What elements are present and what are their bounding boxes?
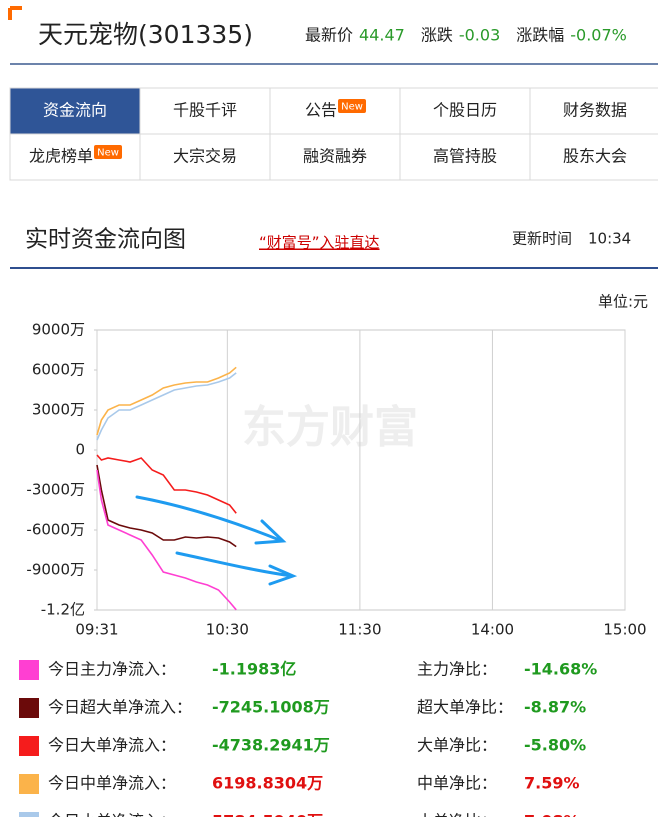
y-tick-label: -1.2亿 — [41, 601, 85, 619]
quote-value: -0.03 — [459, 26, 500, 45]
arrow-line — [135, 495, 284, 543]
ratio-label: 大单净比： — [417, 736, 497, 755]
x-tick-label: 15:00 — [603, 621, 646, 639]
legend-label: 今日中单净流入： — [48, 774, 176, 793]
section-link[interactable]: “财富号”入驻直达 — [259, 234, 380, 252]
series-line — [96, 454, 237, 514]
tab[interactable] — [269, 133, 401, 181]
new-badge — [94, 145, 123, 159]
y-tick-label: -6000万 — [26, 521, 85, 539]
plot-frame — [96, 329, 626, 611]
series-line — [96, 372, 237, 441]
tab[interactable] — [529, 87, 658, 135]
update-time: 10:34 — [588, 230, 631, 248]
ratio-value: -5.80% — [524, 736, 586, 755]
tab-label: 资金流向 — [43, 101, 107, 120]
x-tick-label: 14:00 — [471, 621, 514, 639]
new-badge-text: New — [97, 148, 119, 159]
ratio-value: 7.08% — [524, 812, 580, 817]
quote-label: 涨跌 — [421, 26, 453, 45]
y-tick-label: 6000万 — [32, 361, 85, 379]
arrow-head — [268, 564, 298, 586]
stock-title: 天元宠物(301335) — [38, 20, 253, 49]
plot: 9000万 6000万 3000万 0 -3000万 -6000万 -9000万 -1.2亿 0… — [26, 321, 646, 639]
legend-swatch — [19, 774, 39, 794]
x-tick-label: 09:31 — [75, 621, 118, 639]
ratio-value: 7.59% — [524, 774, 580, 793]
y-tick-label: 3000万 — [32, 401, 85, 419]
tab[interactable] — [9, 87, 141, 135]
flow-total: -1.1983亿 — [212, 660, 296, 679]
legend-label: 今日小单净流入： — [48, 812, 176, 817]
tab-label: 龙虎榜单 — [29, 147, 93, 166]
arrow-line — [175, 551, 294, 578]
tab-label: 公告 — [305, 101, 337, 120]
quote-value: -0.07% — [570, 26, 627, 45]
legend-label: 今日主力净流入： — [48, 660, 176, 679]
tab[interactable] — [269, 87, 401, 135]
tab-label: 股东大会 — [563, 147, 627, 166]
ratio-value: -14.68% — [524, 660, 597, 679]
tab[interactable] — [139, 87, 271, 135]
ratio-label: 中单净比： — [417, 774, 497, 793]
quote-label: 涨跌幅 — [516, 26, 564, 45]
tab-label: 高管持股 — [433, 147, 497, 166]
legend-swatch — [19, 736, 39, 756]
y-tick-label: -9000万 — [26, 561, 85, 579]
hand-arrows — [135, 495, 298, 586]
x-tick-label: 11:30 — [338, 621, 381, 639]
ratio-label: 主力净比： — [417, 660, 497, 679]
series-line — [96, 366, 237, 436]
legend-swatch — [19, 812, 39, 817]
tab-label: 千股千评 — [173, 101, 237, 120]
x-tick-label: 10:30 — [206, 621, 249, 639]
tab[interactable] — [529, 133, 658, 181]
legend-label: 今日超大单净流入： — [48, 698, 192, 717]
tab-label: 个股日历 — [433, 101, 497, 120]
ratio-label: 超大单净比： — [417, 698, 513, 717]
legend-swatch — [19, 698, 39, 718]
section-title: 实时资金流向图 — [25, 227, 186, 253]
series-line — [96, 469, 237, 611]
series-line — [96, 464, 237, 548]
legend-label: 今日大单净流入： — [48, 736, 176, 755]
quote-label: 最新价 — [305, 26, 353, 45]
y-tick-label: -3000万 — [26, 481, 85, 499]
flow-total: 5784.5940万 — [212, 812, 323, 817]
tab-label: 大宗交易 — [173, 147, 237, 166]
y-tick-label: 9000万 — [32, 321, 85, 339]
ratio-value: -8.87% — [524, 698, 586, 717]
new-badge — [338, 99, 367, 113]
tab-label: 财务数据 — [563, 101, 627, 120]
new-badge-text: New — [341, 102, 363, 113]
unit-label: 单位:元 — [598, 293, 648, 311]
flow-total: -4738.2941万 — [212, 736, 330, 755]
update-label: 更新时间 — [512, 230, 572, 248]
flow-total: -7245.1008万 — [212, 698, 330, 717]
ratio-label: 小单净比： — [417, 812, 497, 817]
quote-value: 44.47 — [359, 26, 405, 45]
tab-label: 融资融券 — [303, 147, 367, 166]
watermark: 东方财富 — [242, 402, 418, 453]
tab[interactable] — [139, 133, 271, 181]
arrow-head — [254, 519, 287, 545]
corner-mark — [8, 6, 22, 20]
flow-total: 6198.8304万 — [212, 774, 323, 793]
y-tick-label: 0 — [75, 441, 85, 459]
legend-swatch — [19, 660, 39, 680]
